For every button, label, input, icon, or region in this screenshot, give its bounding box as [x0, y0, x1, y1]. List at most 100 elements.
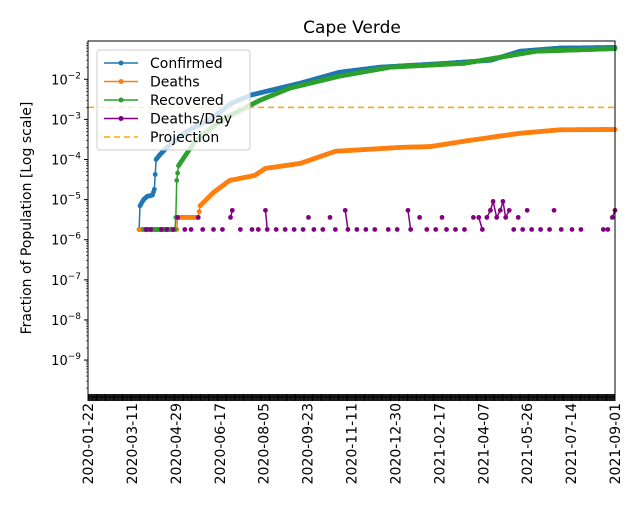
legend-marker-deaths [118, 79, 124, 84]
data-point [479, 227, 485, 232]
series-deaths-day-segment [492, 201, 498, 218]
legend-label-projection: Projection [150, 130, 219, 146]
data-point [470, 215, 476, 220]
data-point [174, 178, 180, 183]
data-point [237, 227, 243, 232]
data-point [515, 215, 521, 220]
data-point [538, 227, 544, 232]
x-axis: 2020-01-22 2020-03-11 2020-04-29 2020-06-17… [81, 394, 624, 484]
x-tick-label: 2021-05-26 [520, 403, 536, 484]
y-axis: 10−2 10−3 10−4 10−5 10−6 10−7 10−8 10−9 [51, 42, 88, 389]
x-tick-label: 2020-04-29 [169, 403, 185, 484]
legend-marker-recovered [118, 97, 124, 103]
data-point [609, 215, 615, 220]
data-point [363, 227, 369, 232]
data-point [264, 227, 270, 232]
x-tick-label: 2021-02-17 [432, 403, 448, 484]
data-point [503, 215, 509, 220]
data-point [311, 227, 317, 232]
legend-marker-confirmed [118, 60, 124, 66]
data-point [196, 209, 202, 215]
data-point [195, 215, 201, 220]
data-point [327, 215, 333, 220]
x-tick-label: 2021-09-01 [608, 403, 624, 484]
y-tick-label: 10−2 [51, 71, 81, 88]
data-point [417, 215, 423, 220]
series-deaths-day-segment [502, 201, 507, 218]
y-tick-label: 10−3 [51, 111, 81, 128]
x-tick-label: 2021-07-14 [564, 403, 580, 484]
data-point [148, 227, 154, 232]
data-point [600, 227, 606, 232]
legend: Confirmed Deaths Recovered Deaths/Day Projec… [96, 49, 251, 151]
series-deaths-day [143, 199, 618, 232]
legend-label-deaths: Deaths [150, 75, 200, 91]
data-point [249, 227, 255, 232]
data-point [497, 207, 503, 213]
x-tick-label: 2020-12-30 [388, 403, 404, 484]
data-point [439, 215, 445, 220]
data-point [263, 207, 268, 213]
data-point [494, 215, 500, 220]
data-point [159, 227, 164, 232]
data-point [332, 227, 338, 232]
data-point [255, 227, 261, 232]
data-point [229, 207, 235, 213]
y-axis-label: Fraction of Population [Log scale] [19, 102, 35, 335]
data-point [182, 227, 188, 232]
legend-box [96, 49, 251, 151]
data-point [578, 227, 584, 232]
data-point [551, 207, 557, 213]
data-point [320, 227, 326, 232]
data-point [211, 227, 216, 232]
y-tick-label: 10−7 [51, 272, 81, 289]
data-point [462, 227, 467, 232]
data-point [188, 227, 194, 232]
data-point [490, 199, 496, 204]
data-point [444, 227, 449, 232]
legend-label-confirmed: Confirmed [150, 56, 223, 72]
series-deaths-day-segment [264, 210, 268, 230]
y-tick-label: 10−9 [51, 352, 81, 369]
data-point [220, 227, 225, 232]
data-point [151, 186, 157, 192]
data-point [200, 227, 206, 232]
data-point [424, 227, 430, 232]
y-tick-label: 10−8 [51, 312, 81, 329]
legend-marker-deaths-day [118, 116, 124, 121]
data-point [547, 227, 552, 232]
data-point [306, 215, 311, 220]
data-point [476, 215, 482, 220]
data-point [282, 227, 288, 232]
data-point [484, 215, 490, 220]
data-point [500, 199, 506, 204]
data-point [569, 227, 575, 232]
data-point [433, 227, 439, 232]
data-point [394, 227, 400, 232]
data-point [372, 227, 378, 232]
x-tick-label: 2020-03-11 [125, 403, 141, 484]
data-point [520, 227, 526, 232]
x-tick-label: 2020-11-11 [345, 403, 361, 484]
y-tick-label: 10−6 [51, 232, 81, 249]
data-point [488, 207, 493, 213]
data-point [408, 227, 414, 232]
x-tick-label: 2020-01-22 [81, 403, 97, 484]
y-tick-label: 10−5 [51, 192, 81, 209]
data-point [605, 227, 611, 232]
data-point [175, 170, 181, 176]
data-point [152, 172, 158, 177]
x-tick-label: 2020-09-23 [301, 403, 317, 484]
data-point [175, 215, 181, 220]
chart-title: Cape Verde [303, 18, 401, 38]
data-point [558, 227, 564, 232]
series-deaths-day-segment [344, 210, 349, 230]
data-point [143, 227, 149, 232]
series-deaths [136, 127, 618, 232]
series-deaths-day-segment [407, 210, 412, 230]
data-point [529, 227, 535, 232]
data-point [291, 227, 297, 232]
data-point [354, 227, 360, 232]
data-point [164, 227, 170, 232]
